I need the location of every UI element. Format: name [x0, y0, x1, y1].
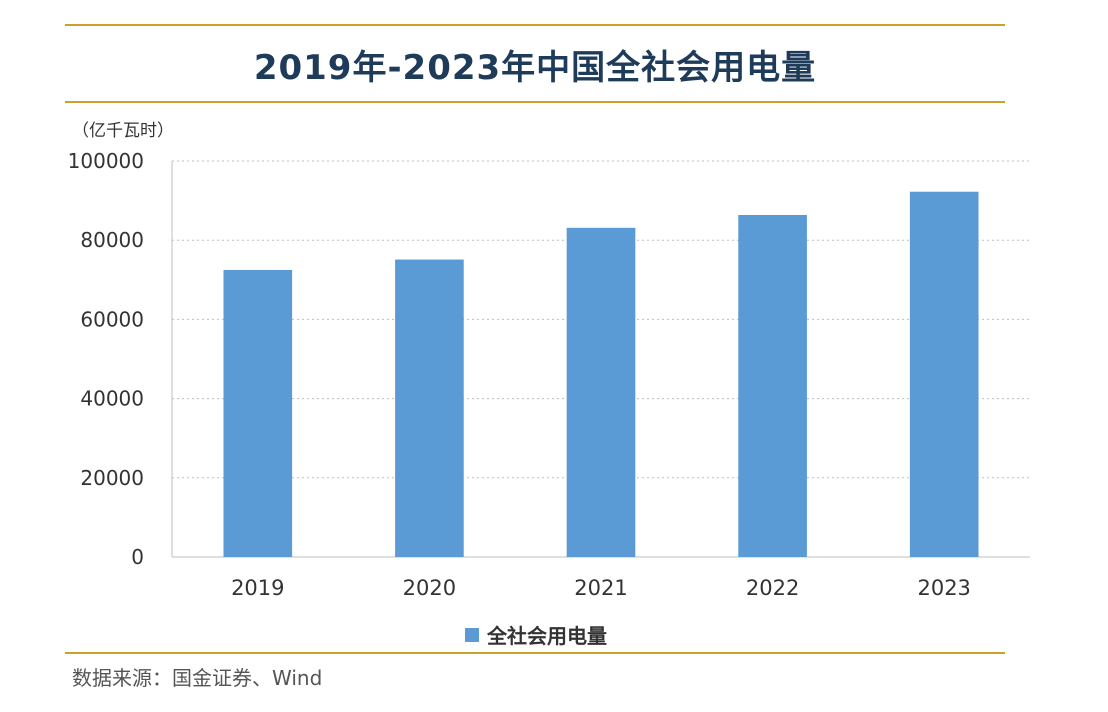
x-tick-label: 2020	[403, 576, 456, 600]
bar-2023	[909, 191, 979, 557]
top-rule	[65, 24, 1005, 26]
bar-2019	[223, 269, 293, 557]
legend-swatch	[465, 627, 479, 642]
bar-2021	[566, 227, 636, 558]
y-tick-label: 0	[131, 545, 144, 569]
bar-2022	[738, 214, 807, 558]
source-note: 数据来源：国金证券、Wind	[72, 666, 323, 690]
x-tick-label: 2022	[746, 576, 799, 600]
bar-2020	[395, 259, 464, 557]
y-tick-label: 80000	[80, 228, 144, 252]
chart-title: 2019年-2023年中国全社会用电量	[253, 48, 817, 88]
legend-label: 全社会用电量	[487, 624, 607, 648]
bottom-rule	[65, 652, 1005, 654]
y-tick-label: 100000	[68, 149, 144, 173]
x-tick-label: 2019	[231, 576, 284, 600]
x-tick-label: 2021	[574, 576, 627, 600]
title-underline-rule	[65, 101, 1005, 103]
legend: 全社会用电量	[465, 620, 607, 649]
y-tick-label: 40000	[80, 387, 144, 411]
y-tick-label: 20000	[80, 466, 144, 490]
x-tick-label: 2023	[917, 576, 970, 600]
y-axis-unit-label: （亿千瓦时）	[72, 121, 174, 141]
y-tick-label: 60000	[80, 307, 144, 331]
